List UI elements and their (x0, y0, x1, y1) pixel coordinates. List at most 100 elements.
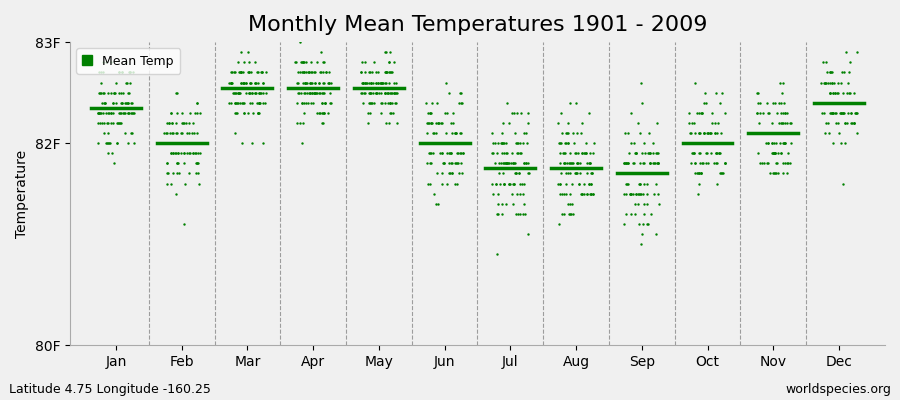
Point (245, 90, 259, 96)
Point (385, 69, 400, 76)
Point (506, 180, 520, 187)
Point (173, 140, 187, 146)
Point (619, 190, 634, 197)
Point (691, 130, 706, 136)
Point (751, 110, 765, 116)
Point (521, 120, 535, 126)
Point (96, 59, 111, 66)
Point (696, 110, 710, 116)
Point (436, 120, 450, 126)
Point (684, 160, 698, 166)
Point (316, 79, 330, 86)
Point (166, 170, 180, 177)
Point (628, 150, 643, 156)
Point (429, 200, 444, 207)
Point (637, 200, 652, 207)
Point (377, 90, 392, 96)
Point (636, 160, 651, 166)
Point (825, 69, 840, 76)
Point (827, 90, 842, 96)
Point (236, 79, 250, 86)
Point (424, 110, 438, 116)
Point (300, 79, 314, 86)
Point (166, 130, 181, 136)
Point (293, 90, 308, 96)
Point (317, 79, 331, 86)
Point (702, 140, 716, 146)
Point (774, 150, 788, 156)
Point (642, 130, 656, 136)
Point (250, 100, 265, 106)
Point (177, 150, 192, 156)
Point (632, 190, 646, 197)
Point (557, 160, 572, 166)
Point (624, 211, 638, 217)
Point (435, 170, 449, 177)
Point (696, 160, 710, 166)
Point (776, 140, 790, 146)
Point (383, 100, 398, 106)
Point (447, 130, 462, 136)
Point (651, 160, 665, 166)
Point (753, 110, 768, 116)
Point (495, 140, 509, 146)
Point (826, 110, 841, 116)
Point (234, 69, 248, 76)
Point (161, 140, 176, 146)
Point (305, 69, 320, 76)
Point (849, 110, 863, 116)
Point (645, 160, 660, 166)
Point (502, 120, 517, 126)
Point (424, 120, 438, 126)
Point (290, 79, 304, 86)
Point (105, 110, 120, 116)
Point (500, 150, 514, 156)
Point (639, 221, 653, 227)
Point (688, 130, 703, 136)
Point (443, 170, 457, 177)
Point (364, 90, 378, 96)
Point (159, 170, 174, 177)
Point (121, 110, 135, 116)
Point (430, 170, 445, 177)
Point (631, 120, 645, 126)
Point (844, 110, 859, 116)
Point (570, 170, 584, 177)
Point (784, 140, 798, 146)
Point (91, 140, 105, 146)
Point (298, 79, 312, 86)
Point (622, 170, 636, 177)
Point (503, 180, 517, 187)
Point (97, 100, 112, 106)
Point (379, 69, 393, 76)
Point (166, 150, 180, 156)
Point (229, 90, 243, 96)
Point (444, 160, 458, 166)
Point (643, 160, 657, 166)
Point (817, 100, 832, 106)
Point (628, 200, 643, 207)
Point (508, 160, 522, 166)
Point (713, 150, 727, 156)
Point (371, 69, 385, 76)
Point (223, 79, 238, 86)
Point (233, 90, 248, 96)
Point (491, 160, 506, 166)
Point (256, 100, 270, 106)
Point (751, 100, 765, 106)
Point (632, 180, 646, 187)
Point (127, 140, 141, 146)
Point (298, 90, 312, 96)
Point (648, 170, 662, 177)
Point (124, 110, 139, 116)
Point (705, 110, 719, 116)
Point (182, 130, 196, 136)
Point (304, 100, 319, 106)
Point (643, 160, 657, 166)
Point (161, 120, 176, 126)
Point (586, 150, 600, 156)
Point (91, 120, 105, 126)
Point (125, 100, 140, 106)
Point (382, 100, 397, 106)
Point (166, 140, 180, 146)
